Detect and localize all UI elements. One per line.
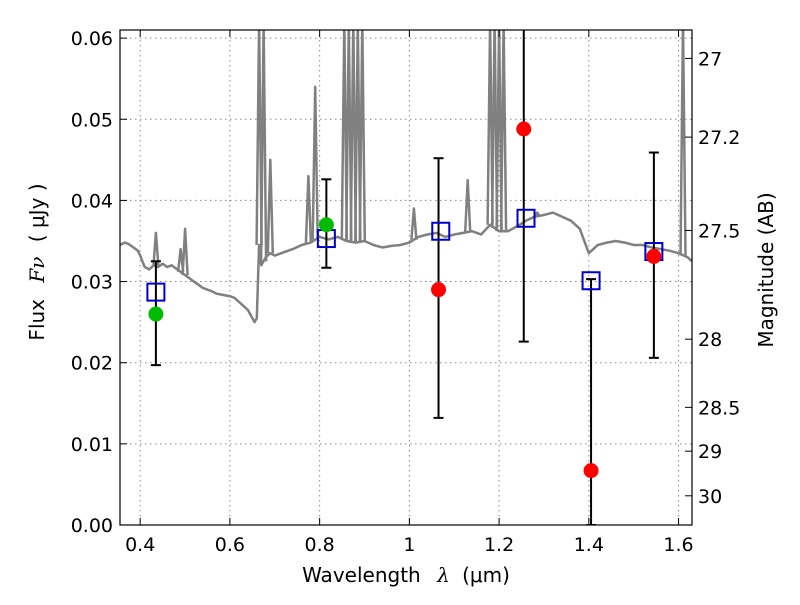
y-axis-title-symbol: Fν (25, 257, 49, 284)
emission-line-spike (679, 30, 687, 256)
observed-flux-point (516, 121, 532, 137)
emission-line-spike (410, 207, 418, 240)
tick-labels: 0.4 0.6 0.8 1 1.2 1.4 1.6 0.00 0.01 0.02 0.03 0.04 0… (71, 28, 741, 556)
model-photometry-point (516, 208, 536, 228)
y-axis-title-text: Flux (25, 299, 49, 341)
x-axis-title-symbol: λ (436, 563, 450, 587)
emission-line-spike (499, 30, 508, 232)
y-tick-label: 0.00 (71, 515, 113, 537)
y-tick-label: 0.02 (71, 353, 113, 375)
y2-axis-title: Magnitude (AB) (754, 192, 778, 347)
y2-tick-label: 29 (698, 441, 722, 463)
y2-axis-title-text: Magnitude (AB) (754, 192, 778, 347)
y2-tick-label: 27.5 (698, 220, 740, 242)
marker-layer (146, 121, 664, 479)
y2-tick-label: 27.2 (698, 127, 740, 149)
model-photometry-point (431, 221, 451, 241)
y2-tick-label: 28 (698, 329, 722, 351)
emission-line-spike (266, 158, 275, 254)
emission-line-spike (463, 178, 472, 233)
emission-line-spike (255, 30, 263, 246)
x-tick-label: 0.8 (305, 534, 335, 556)
y2-tick-label: 30 (698, 486, 722, 508)
x-tick-label: 0.6 (215, 534, 245, 556)
emission-line-spike (181, 227, 189, 276)
plot-frame (119, 29, 693, 526)
y-axis-title-unit: ( μJy ) (25, 183, 49, 242)
y-tick-label: 0.01 (71, 434, 113, 456)
emission-line-spike (152, 231, 160, 267)
model-spectrum-layer (120, 30, 692, 324)
observed-flux-point (646, 248, 662, 264)
grid-lines (120, 30, 692, 526)
observed-flux-point (431, 282, 447, 298)
emission-line-spike (311, 85, 319, 240)
model-photometry-point (581, 271, 601, 291)
x-axis-title-text: Wavelength (302, 563, 421, 587)
model-photometry-point (146, 282, 166, 302)
observed-flux-point (318, 217, 334, 233)
observed-flux-point (148, 306, 164, 322)
x-tick-label: 0.4 (125, 534, 155, 556)
emission-line-spike (358, 30, 367, 242)
y-tick-label: 0.04 (71, 190, 113, 212)
x-axis-title: Wavelength λ (μm) (302, 563, 510, 587)
x-axis-title-unit: (μm) (462, 563, 510, 587)
emission-line-spike (259, 30, 268, 262)
y-tick-label: 0.06 (71, 28, 113, 50)
y2-tick-label: 27 (698, 48, 722, 70)
y2-tick-label: 28.5 (698, 397, 740, 419)
x-tick-label: 1.6 (663, 534, 693, 556)
plot-area-background (120, 30, 692, 525)
x-tick-label: 1.2 (484, 534, 514, 556)
x-tick-label: 1.4 (574, 534, 604, 556)
observed-flux-point (583, 463, 599, 479)
y-tick-label: 0.05 (71, 109, 113, 131)
y-tick-label: 0.03 (71, 272, 113, 294)
y-axis-title: Flux Fν ( μJy ) (25, 183, 49, 340)
tick-marks (120, 30, 692, 526)
emission-line-spike (533, 211, 541, 217)
x-tick-label: 1 (403, 534, 415, 556)
emission-line-spike (304, 174, 313, 244)
